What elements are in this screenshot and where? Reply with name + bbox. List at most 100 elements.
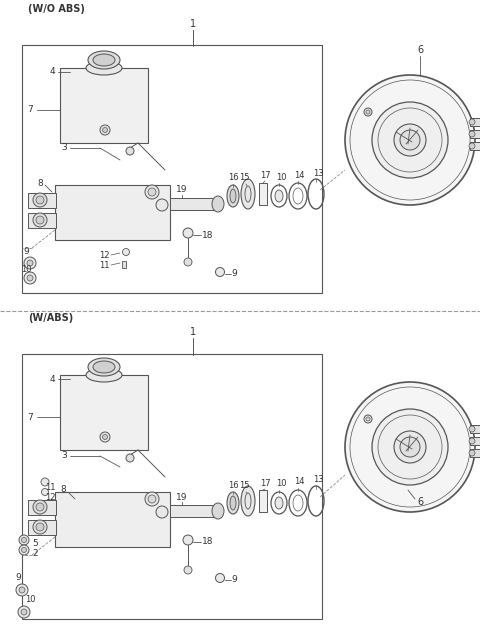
Bar: [470, 130, 480, 138]
Bar: [55, 185, 170, 240]
Text: 2: 2: [32, 548, 38, 558]
Text: 10: 10: [276, 172, 286, 181]
Text: 7: 7: [27, 106, 33, 114]
Ellipse shape: [227, 492, 239, 514]
Text: 5: 5: [32, 539, 38, 548]
Text: 8: 8: [60, 485, 66, 495]
Bar: [122, 261, 126, 268]
Ellipse shape: [275, 190, 283, 202]
Circle shape: [100, 432, 110, 442]
Text: 14: 14: [294, 478, 304, 487]
Text: 9: 9: [23, 247, 29, 256]
Text: 10: 10: [25, 595, 35, 604]
Text: 11: 11: [45, 483, 55, 492]
Bar: [170, 198, 218, 210]
Text: 16: 16: [228, 481, 238, 490]
Ellipse shape: [88, 358, 120, 376]
Text: 11: 11: [99, 261, 109, 270]
Ellipse shape: [212, 196, 224, 212]
Text: 15: 15: [239, 174, 249, 183]
Bar: [28, 500, 56, 515]
Circle shape: [372, 102, 448, 178]
Circle shape: [183, 535, 193, 545]
Bar: [22, 45, 322, 293]
Ellipse shape: [93, 54, 115, 66]
Bar: [470, 425, 480, 433]
Circle shape: [36, 503, 44, 511]
Circle shape: [364, 108, 372, 116]
Bar: [470, 142, 480, 150]
Text: 15: 15: [239, 481, 249, 490]
Text: 4: 4: [49, 375, 55, 384]
Ellipse shape: [275, 497, 283, 509]
Circle shape: [33, 213, 47, 227]
Circle shape: [22, 548, 26, 553]
Circle shape: [184, 258, 192, 266]
Circle shape: [36, 216, 44, 224]
Text: 12: 12: [45, 492, 55, 502]
Circle shape: [469, 450, 475, 456]
Text: 13: 13: [312, 476, 324, 485]
Circle shape: [345, 75, 475, 205]
Text: 1: 1: [190, 19, 196, 29]
Circle shape: [183, 228, 193, 238]
Circle shape: [216, 268, 225, 277]
Ellipse shape: [227, 185, 239, 207]
Circle shape: [24, 257, 36, 269]
Bar: [259, 490, 267, 512]
Circle shape: [184, 566, 192, 574]
Text: 17: 17: [260, 172, 270, 181]
Text: 19: 19: [176, 186, 188, 195]
Text: 3: 3: [61, 144, 67, 153]
Circle shape: [400, 130, 420, 150]
Circle shape: [145, 185, 159, 199]
Text: 13: 13: [312, 169, 324, 177]
Bar: [28, 193, 56, 208]
Ellipse shape: [230, 496, 236, 510]
Ellipse shape: [212, 503, 224, 519]
Bar: [60, 375, 148, 450]
Bar: [470, 118, 480, 126]
Circle shape: [469, 119, 475, 125]
Text: 10: 10: [276, 480, 286, 488]
Bar: [55, 492, 170, 547]
Circle shape: [19, 587, 25, 593]
Ellipse shape: [93, 361, 115, 373]
Circle shape: [126, 454, 134, 462]
Text: (W/ABS): (W/ABS): [28, 313, 73, 323]
Text: 19: 19: [176, 492, 188, 502]
Circle shape: [156, 199, 168, 211]
Bar: [28, 213, 56, 228]
Circle shape: [18, 606, 30, 618]
Circle shape: [400, 437, 420, 457]
Circle shape: [216, 574, 225, 583]
Circle shape: [36, 523, 44, 531]
Circle shape: [126, 147, 134, 155]
Bar: [259, 183, 267, 205]
Bar: [22, 354, 322, 619]
Circle shape: [156, 506, 168, 518]
Text: 17: 17: [260, 480, 270, 488]
Text: 7: 7: [27, 413, 33, 422]
Text: 9: 9: [231, 576, 237, 584]
Circle shape: [469, 131, 475, 137]
Circle shape: [364, 415, 372, 423]
Circle shape: [16, 584, 28, 596]
Text: 18: 18: [202, 230, 214, 240]
Circle shape: [24, 272, 36, 284]
Circle shape: [469, 438, 475, 444]
Circle shape: [41, 488, 48, 495]
Circle shape: [19, 545, 29, 555]
Ellipse shape: [241, 179, 255, 209]
Circle shape: [100, 125, 110, 135]
Ellipse shape: [88, 51, 120, 69]
Bar: [28, 520, 56, 535]
Circle shape: [21, 609, 27, 615]
Circle shape: [366, 110, 370, 114]
Text: 12: 12: [99, 251, 109, 259]
Text: 1: 1: [190, 327, 196, 337]
Circle shape: [145, 492, 159, 506]
Circle shape: [366, 417, 370, 421]
Bar: [170, 505, 218, 517]
Text: 18: 18: [202, 537, 214, 546]
